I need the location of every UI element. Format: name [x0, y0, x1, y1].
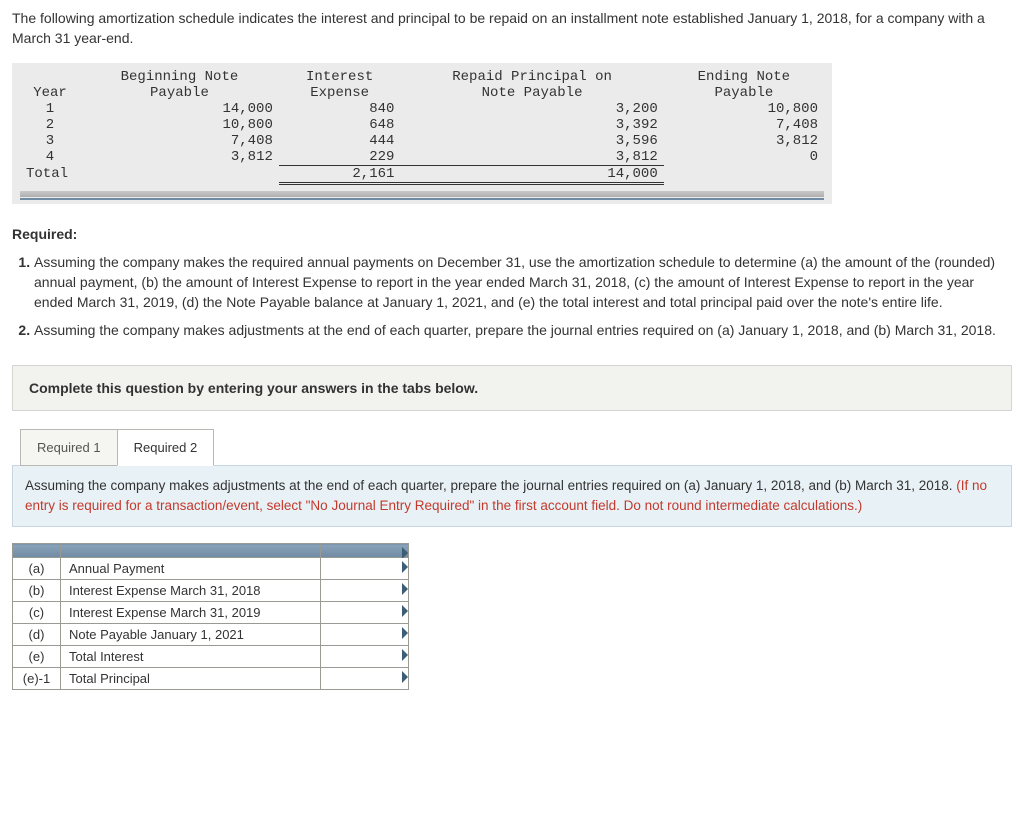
question-2-text: Assuming the company makes adjustments a… [34, 322, 996, 338]
total-repaid: 14,000 [400, 165, 663, 183]
cell-beginning: 7,408 [80, 133, 279, 149]
answer-description: Total Interest [61, 646, 321, 668]
answer-input[interactable] [321, 580, 409, 602]
cell-year: 1 [20, 101, 80, 117]
question-1-text: Assuming the company makes the required … [34, 254, 995, 311]
col-interest: Interest [279, 69, 401, 85]
table-row: 37,4084443,5963,812 [20, 133, 824, 149]
total-label: Total [20, 165, 80, 183]
cell-interest: 444 [279, 133, 401, 149]
answer-row: (a)Annual Payment [13, 558, 409, 580]
cell-interest: 648 [279, 117, 401, 133]
answer-input[interactable] [321, 558, 409, 580]
answer-description: Total Principal [61, 668, 321, 690]
amortization-table: Beginning Note Interest Repaid Principal… [20, 69, 824, 185]
answer-row: (e)-1Total Principal [13, 668, 409, 690]
answer-description: Interest Expense March 31, 2019 [61, 602, 321, 624]
cell-repaid: 3,812 [400, 149, 663, 166]
answer-row: (d)Note Payable January 1, 2021 [13, 624, 409, 646]
question-2: Assuming the company makes adjustments a… [34, 320, 1012, 340]
cell-interest: 229 [279, 149, 401, 166]
answer-description: Annual Payment [61, 558, 321, 580]
tab-bar: Required 1 Required 2 [20, 429, 1012, 466]
cell-ending: 10,800 [664, 101, 824, 117]
answer-input-table: (a)Annual Payment(b)Interest Expense Mar… [12, 543, 409, 690]
tab-required-2[interactable]: Required 2 [117, 429, 215, 466]
answer-label: (c) [13, 602, 61, 624]
panel-instruction: Assuming the company makes adjustments a… [25, 478, 956, 493]
table-divider-accent [20, 198, 824, 200]
cell-repaid: 3,392 [400, 117, 663, 133]
cell-beginning: 10,800 [80, 117, 279, 133]
table-header-row-1: Beginning Note Interest Repaid Principal… [20, 69, 824, 85]
answer-row: (b)Interest Expense March 31, 2018 [13, 580, 409, 602]
answer-input[interactable] [321, 646, 409, 668]
question-list: Assuming the company makes the required … [12, 252, 1012, 341]
answer-label: (e)-1 [13, 668, 61, 690]
answer-input[interactable] [321, 668, 409, 690]
table-row: 43,8122293,8120 [20, 149, 824, 166]
answer-table-header [13, 544, 409, 558]
cell-repaid: 3,596 [400, 133, 663, 149]
col-year: Year [20, 85, 80, 101]
cell-repaid: 3,200 [400, 101, 663, 117]
answer-input[interactable] [321, 602, 409, 624]
cell-ending: 3,812 [664, 133, 824, 149]
answer-label: (a) [13, 558, 61, 580]
tab-panel-required-2: Assuming the company makes adjustments a… [12, 465, 1012, 528]
answer-instruction-box: Complete this question by entering your … [12, 365, 1012, 411]
cell-interest: 840 [279, 101, 401, 117]
cell-beginning: 3,812 [80, 149, 279, 166]
table-row: 114,0008403,20010,800 [20, 101, 824, 117]
intro-text: The following amortization schedule indi… [12, 8, 1012, 49]
table-row: 210,8006483,3927,408 [20, 117, 824, 133]
cell-ending: 0 [664, 149, 824, 166]
col-ending: Ending Note [664, 69, 824, 85]
cell-ending: 7,408 [664, 117, 824, 133]
cell-year: 2 [20, 117, 80, 133]
tab-required-1[interactable]: Required 1 [20, 429, 118, 466]
total-interest: 2,161 [279, 165, 401, 183]
col-repaid: Repaid Principal on [400, 69, 663, 85]
answer-label: (d) [13, 624, 61, 646]
table-total-row: Total 2,161 14,000 [20, 165, 824, 183]
required-label: Required: [12, 226, 1012, 242]
table-header-row-2: Year Payable Expense Note Payable Payabl… [20, 85, 824, 101]
col-beginning: Beginning Note [80, 69, 279, 85]
amortization-table-container: Beginning Note Interest Repaid Principal… [12, 63, 832, 204]
cell-beginning: 14,000 [80, 101, 279, 117]
question-1: Assuming the company makes the required … [34, 252, 1012, 313]
answer-label: (b) [13, 580, 61, 602]
answer-label: (e) [13, 646, 61, 668]
cell-year: 4 [20, 149, 80, 166]
answer-description: Note Payable January 1, 2021 [61, 624, 321, 646]
table-divider [20, 191, 824, 197]
answer-description: Interest Expense March 31, 2018 [61, 580, 321, 602]
cell-year: 3 [20, 133, 80, 149]
answer-row: (e)Total Interest [13, 646, 409, 668]
answer-input[interactable] [321, 624, 409, 646]
answer-row: (c)Interest Expense March 31, 2019 [13, 602, 409, 624]
